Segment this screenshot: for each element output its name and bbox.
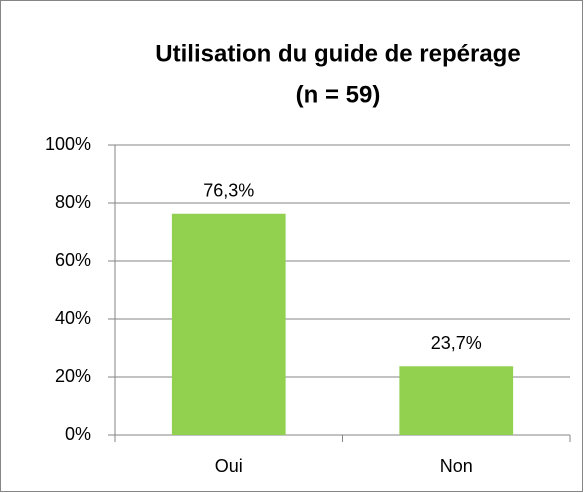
y-tick-label: 60% xyxy=(55,250,91,270)
y-tick-label: 20% xyxy=(55,366,91,386)
y-tick-label: 80% xyxy=(55,192,91,212)
y-tick-label: 0% xyxy=(65,424,91,444)
data-label: 76,3% xyxy=(203,180,254,200)
x-tick-label: Oui xyxy=(215,456,243,476)
x-tick-label: Non xyxy=(440,456,473,476)
y-tick-label: 100% xyxy=(45,134,91,154)
chart-subtitle: (n = 59) xyxy=(296,81,381,108)
bar xyxy=(171,213,286,435)
bar xyxy=(399,366,514,435)
y-tick-label: 40% xyxy=(55,308,91,328)
data-label: 23,7% xyxy=(431,333,482,353)
chart-title: Utilisation du guide de repérage xyxy=(155,40,520,67)
